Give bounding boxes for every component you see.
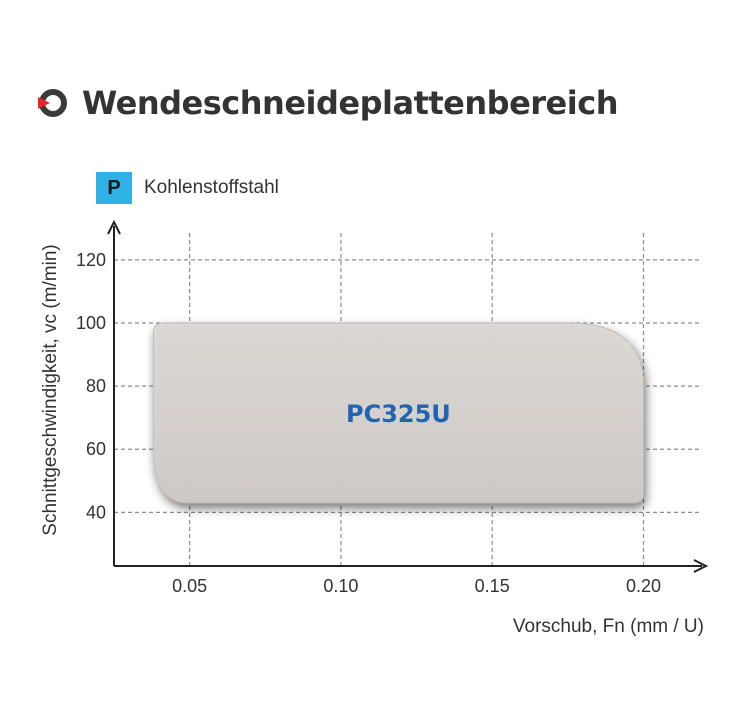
region-label: PC325U [346, 400, 451, 428]
regions: PC325U [152, 322, 644, 504]
x-axis-label: Vorschub, Fn (mm / U) [513, 616, 704, 637]
x-tick-label: 0.10 [323, 576, 358, 596]
y-tick-label: 100 [76, 313, 106, 333]
axes [107, 219, 709, 573]
y-tick-label: 60 [86, 439, 106, 459]
ring-arrow-icon [38, 89, 67, 117]
x-tick-label: 0.05 [172, 576, 207, 596]
page-title: Wendeschneideplattenbereich [82, 84, 618, 122]
y-axis-arrow [107, 219, 121, 235]
x-axis-arrow [693, 559, 709, 573]
y-axis-label: Schnittgeschwindigkeit, vc (m/min) [40, 244, 61, 535]
material-badge: P [96, 172, 132, 204]
material-legend: P Kohlenstoffstahl [96, 172, 279, 204]
x-tick-label: 0.20 [626, 576, 661, 596]
tick-labels: 40 60 80 100 120 0.05 0.10 0.15 0.20 [76, 250, 661, 596]
region-shape [152, 322, 644, 504]
header: Wendeschneideplattenbereich [36, 78, 618, 128]
y-tick-label: 120 [76, 250, 106, 270]
x-tick-label: 0.15 [475, 576, 510, 596]
y-tick-label: 80 [86, 376, 106, 396]
y-tick-label: 40 [86, 502, 106, 522]
material-label: Kohlenstoffstahl [144, 177, 279, 198]
